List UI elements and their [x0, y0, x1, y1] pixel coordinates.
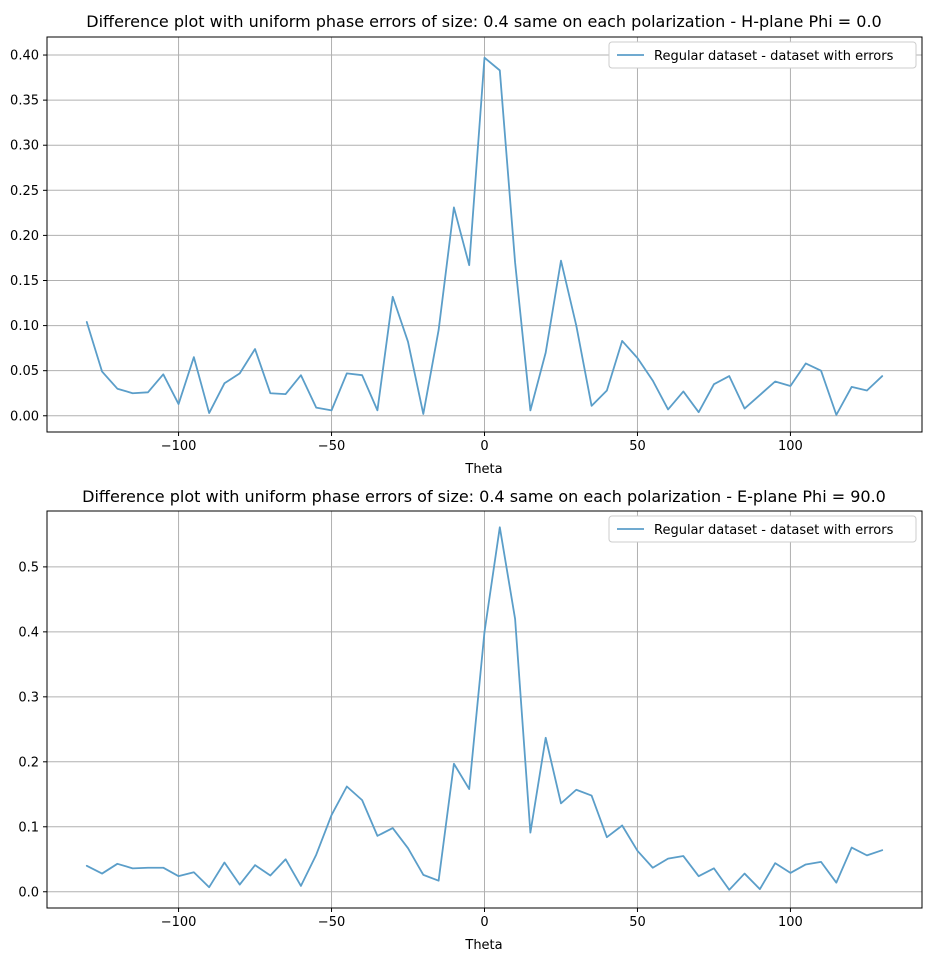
x-axis-label: Theta: [464, 938, 502, 953]
grid: [47, 511, 922, 908]
x-tick-label: −100: [161, 439, 197, 454]
x-tick-label: 0: [480, 439, 488, 454]
y-tick-label: 0.00: [10, 409, 39, 424]
y-tick-label: 0.1: [18, 820, 39, 835]
y-tick-label: 0.10: [10, 319, 39, 334]
x-axis-label: Theta: [464, 462, 502, 477]
y-tick-label: 0.40: [10, 49, 39, 64]
y-tick-label: 0.25: [10, 184, 39, 199]
x-tick-label: 50: [629, 439, 646, 454]
y-tick-label: 0.05: [10, 364, 39, 379]
tick-labels: −100 −50 0 50 100 0.0 0.1 0.2 0.3 0.4 0.5: [18, 560, 803, 930]
chart-e-plane: Difference plot with uniform phase error…: [18, 487, 923, 953]
legend: Regular dataset - dataset with errors: [608, 515, 917, 543]
chart-title: Difference plot with uniform phase error…: [86, 12, 881, 31]
x-tick-label: 100: [778, 915, 803, 930]
y-tick-label: 0.5: [18, 560, 39, 575]
x-tick-label: −100: [161, 915, 197, 930]
legend-box: [608, 515, 917, 543]
y-tick-label: 0.4: [18, 625, 39, 640]
x-tick-label: −50: [318, 439, 345, 454]
axes-frame: [46, 36, 923, 433]
x-tick-label: 100: [778, 439, 803, 454]
legend-label: Regular dataset - dataset with errors: [654, 523, 894, 538]
grid: [47, 37, 922, 432]
y-tick-label: 0.3: [18, 690, 39, 705]
series-layer: [85, 56, 884, 416]
y-tick-label: 0.35: [10, 94, 39, 109]
y-tick-label: 0.30: [10, 139, 39, 154]
x-tick-label: 0: [480, 915, 488, 930]
chart-title: Difference plot with uniform phase error…: [82, 487, 886, 506]
tick-labels: −100 −50 0 50 100 0.00 0.05 0.10 0.15 0.20 0.25 0.3…: [10, 49, 803, 454]
axes-frame: [46, 510, 923, 909]
x-tick-label: 50: [629, 915, 646, 930]
legend-box: [608, 41, 917, 69]
legend: Regular dataset - dataset with errors: [608, 41, 917, 69]
chart-h-plane: Difference plot with uniform phase error…: [10, 12, 923, 477]
x-tick-label: −50: [318, 915, 345, 930]
series-layer: [85, 526, 884, 891]
series-line: [85, 526, 884, 891]
series-line: [85, 56, 884, 416]
y-tick-label: 0.0: [18, 885, 39, 900]
legend-label: Regular dataset - dataset with errors: [654, 49, 894, 64]
y-tick-label: 0.2: [18, 755, 39, 770]
y-tick-label: 0.20: [10, 229, 39, 244]
y-tick-label: 0.15: [10, 274, 39, 289]
